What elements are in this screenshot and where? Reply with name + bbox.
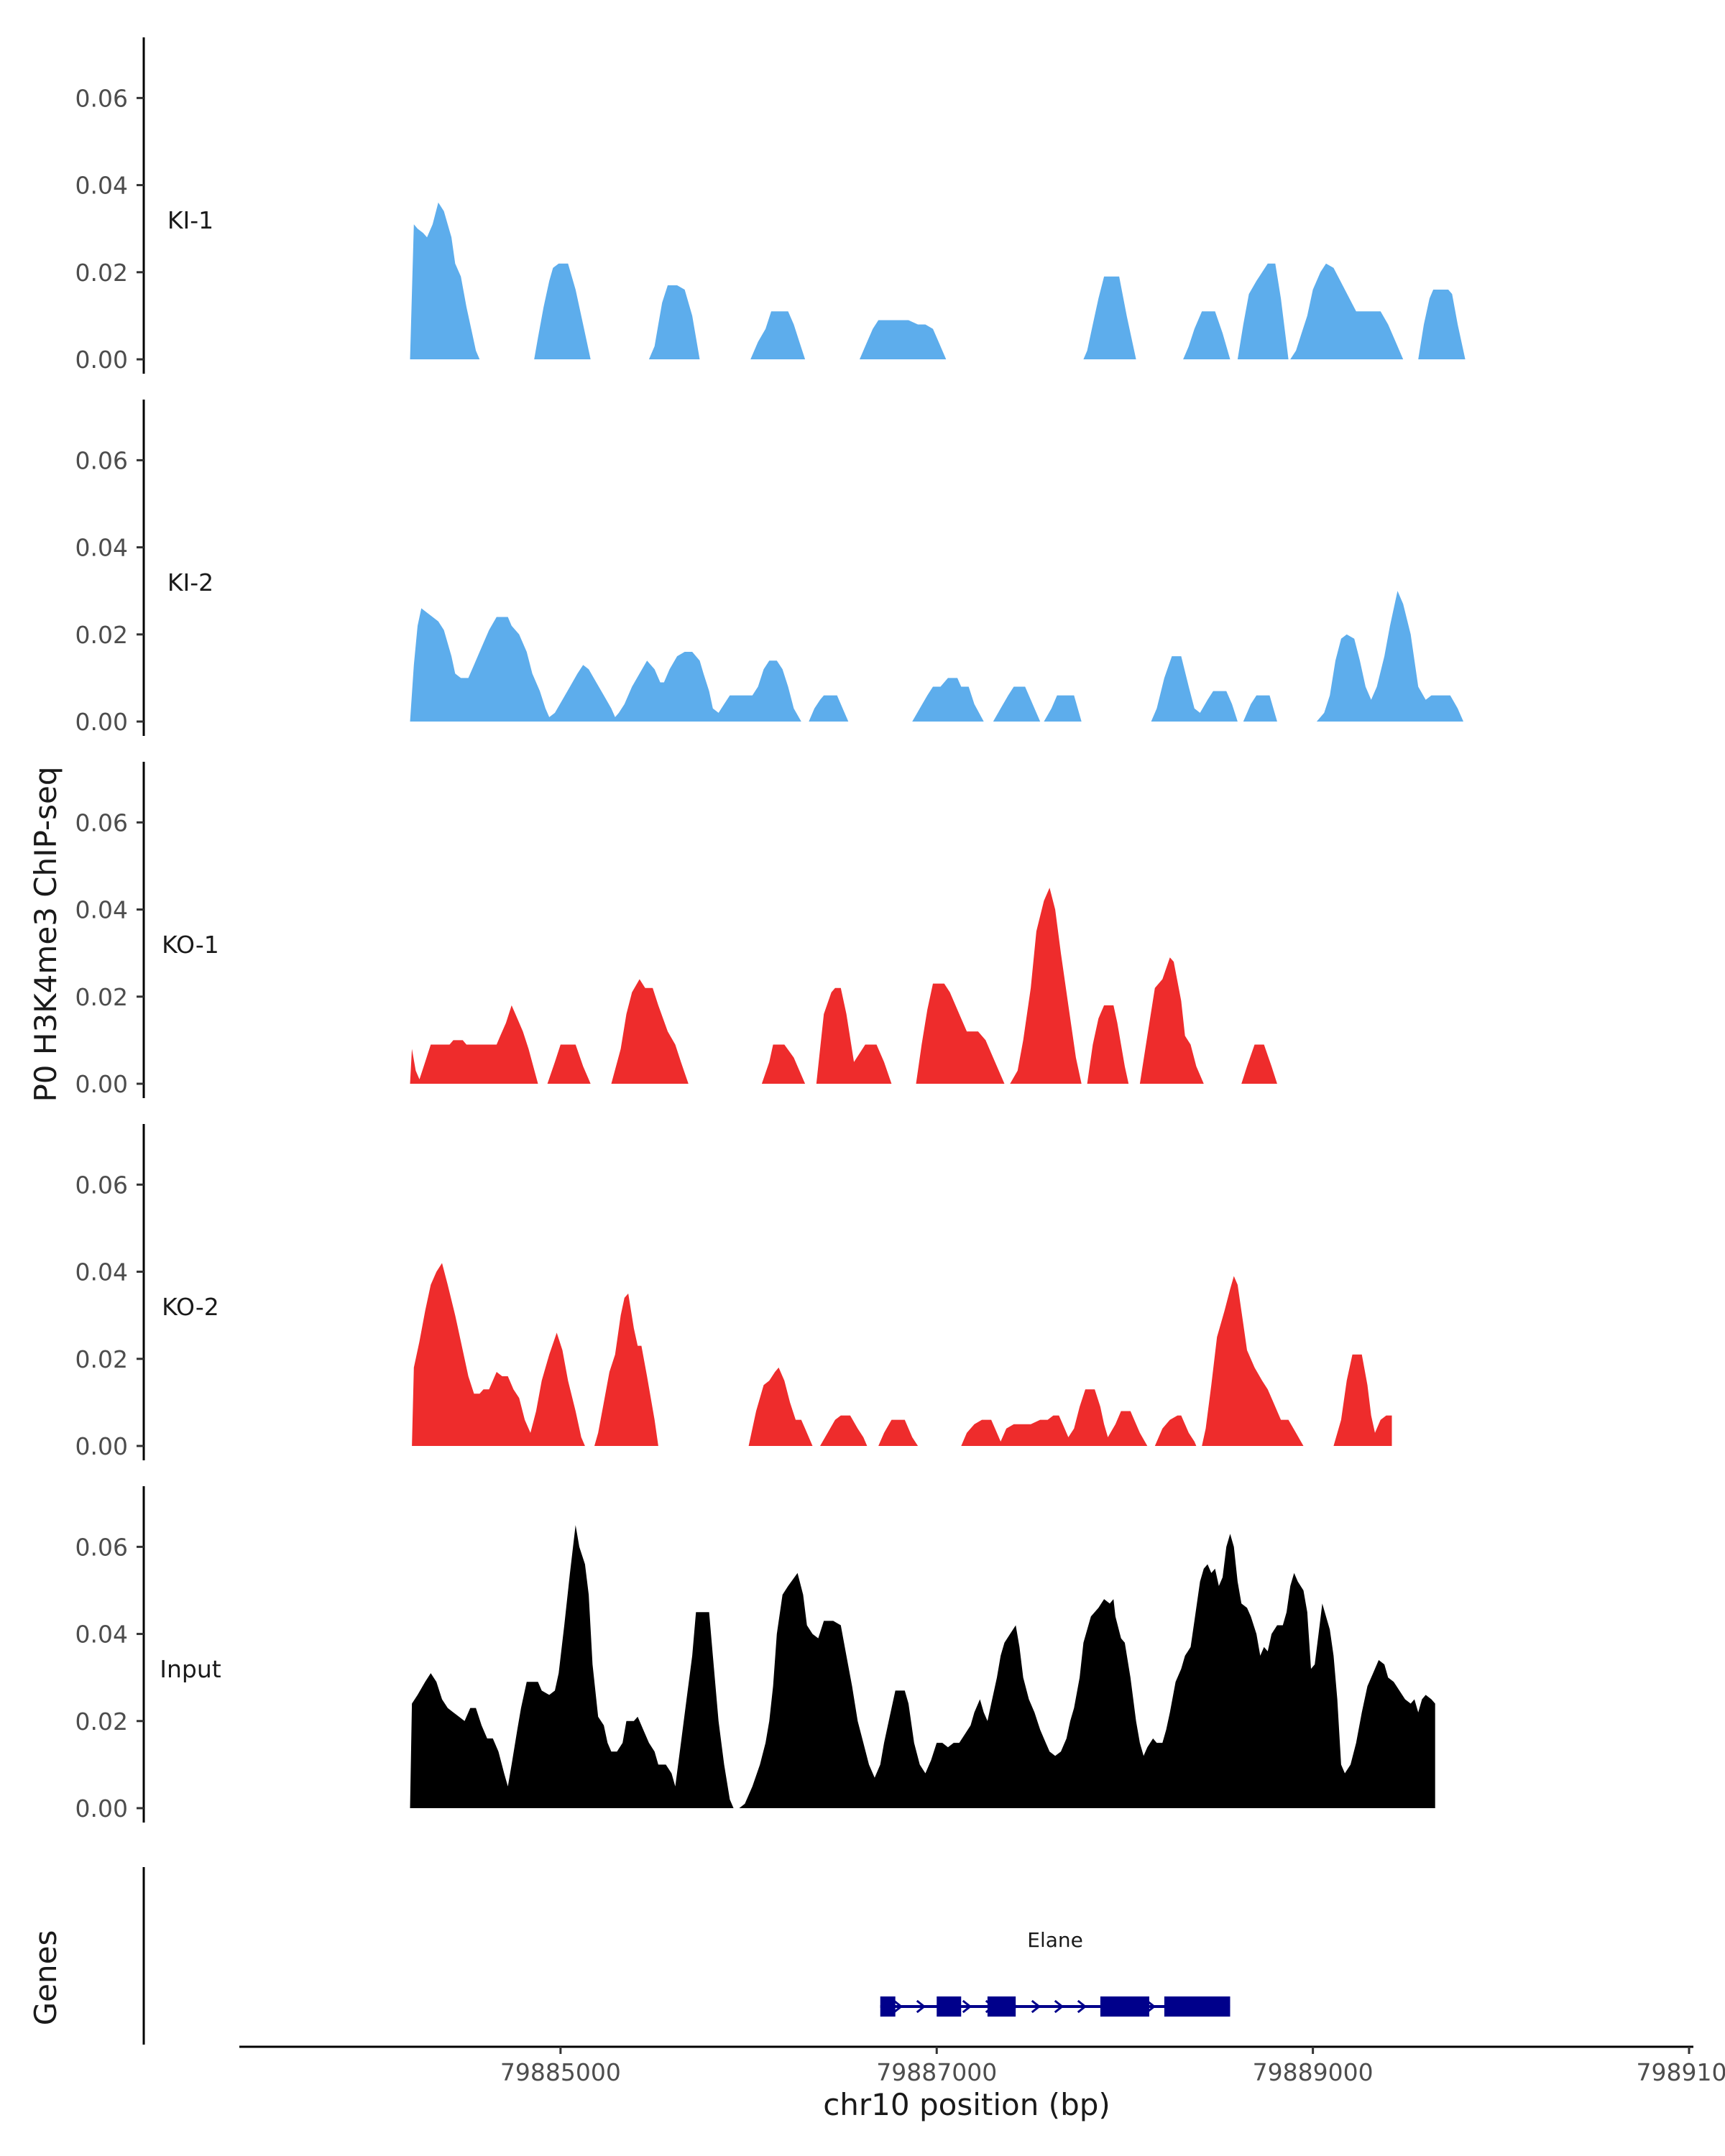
signal-area [1183, 311, 1230, 359]
signal-area [648, 285, 700, 359]
signal-area [1083, 276, 1136, 359]
strand-arrow [962, 1999, 972, 2014]
y-tick-label: 0.04 [75, 172, 128, 200]
y-tick-label: 0.06 [75, 84, 128, 112]
signal-area [1151, 656, 1238, 722]
y-tick-label: 0.02 [75, 983, 128, 1011]
signal-area [410, 608, 801, 722]
signal-area [1316, 591, 1463, 722]
signal-area [410, 202, 480, 359]
track-panel-input: 0.00 0.02 0.04 0.06 Input [75, 1486, 1435, 1823]
track-panel-ko-1: 0.00 0.02 0.04 0.06 KO-1 [75, 762, 1277, 1098]
y-tick-label: 0.06 [75, 446, 128, 474]
genes-axis-title: Genes [28, 1930, 63, 2026]
signal-area [750, 311, 806, 359]
gene-exon [880, 1996, 896, 2017]
signal-area [1154, 1415, 1197, 1446]
signal-area [1139, 957, 1204, 1084]
signal-area [820, 1415, 868, 1446]
x-axis: 79885000 79887000 79889000 7989100 [239, 2045, 1725, 2086]
signal-area [410, 1005, 538, 1084]
signal-area [594, 1293, 658, 1446]
track-label: Input [160, 1655, 221, 1683]
y-tick-label: 0.00 [75, 1795, 128, 1823]
y-tick-label: 0.06 [75, 1533, 128, 1561]
track-label: KO-2 [162, 1293, 219, 1321]
track-panel-ki-1: 0.00 0.02 0.04 0.06 KI-1 [75, 37, 1466, 374]
y-tick-label: 0.04 [75, 896, 128, 924]
signal-area [611, 979, 689, 1084]
signal-area [1290, 263, 1404, 359]
y-tick-label: 0.00 [75, 1432, 128, 1460]
signal-area [547, 1044, 591, 1084]
signal-area [412, 1263, 585, 1446]
signal-area [816, 987, 892, 1084]
track-panel-ko-2: 0.00 0.02 0.04 0.06 KO-2 [75, 1124, 1392, 1460]
signal-area [912, 678, 984, 722]
signal-area [410, 1525, 734, 1808]
signal-area [1010, 888, 1082, 1084]
strand-arrow [1031, 1999, 1041, 2014]
signal-area [860, 320, 947, 359]
signal-area [534, 263, 591, 359]
track-panels: 0.00 0.02 0.04 0.06 KI-1 0.00 0.02 0.04 0.06 KI-2… [75, 37, 1466, 1823]
signal-area [993, 686, 1041, 722]
x-tick-label: 79889000 [1253, 2058, 1374, 2086]
signal-area [916, 983, 1005, 1084]
track-label: KO-1 [162, 931, 219, 959]
y-tick-label: 0.02 [75, 1345, 128, 1373]
strand-arrow [1077, 1999, 1087, 2014]
y-tick-label: 0.00 [75, 1070, 128, 1098]
gene-exon [987, 1996, 1016, 2017]
signal-area [878, 1419, 919, 1446]
track-label: KI-2 [167, 568, 213, 596]
y-tick-label: 0.04 [75, 534, 128, 562]
track-panel-ki-2: 0.00 0.02 0.04 0.06 KI-2 [75, 400, 1463, 736]
gene-exon [1164, 1996, 1230, 2017]
signal-area [1044, 695, 1082, 722]
signal-area [1202, 1276, 1304, 1446]
signal-area [1241, 1044, 1277, 1084]
signal-area [961, 1389, 1148, 1446]
strand-arrow [893, 1999, 903, 2014]
strand-arrow [1054, 1999, 1064, 2014]
genes-panel: Elane [142, 1867, 1230, 2045]
y-tick-label: 0.00 [75, 346, 128, 374]
gene-exon [1100, 1996, 1149, 2017]
signal-area [809, 695, 849, 722]
signal-area [748, 1367, 813, 1446]
y-tick-label: 0.00 [75, 708, 128, 736]
x-axis-title: chr10 position (bp) [823, 2087, 1110, 2122]
track-label: KI-1 [167, 206, 213, 234]
y-tick-label: 0.06 [75, 808, 128, 837]
x-tick-label: 79885000 [500, 2058, 621, 2086]
y-tick-label: 0.06 [75, 1171, 128, 1199]
gene-exon [937, 1996, 962, 2017]
gene-label: Elane [1027, 1928, 1083, 1952]
x-tick-label: 79887000 [876, 2058, 997, 2086]
signal-area [739, 1534, 1435, 1808]
signal-area [1087, 1005, 1129, 1084]
y-tick-label: 0.04 [75, 1621, 128, 1649]
strand-arrow [916, 1999, 926, 2014]
x-tick-label: 7989100 [1637, 2058, 1725, 2086]
y-tick-label: 0.02 [75, 1708, 128, 1736]
signal-area [1237, 263, 1289, 359]
strand-arrow [1146, 1999, 1156, 2014]
signal-area [1418, 290, 1466, 359]
gene-elane: Elane [880, 1928, 1230, 2017]
y-tick-label: 0.02 [75, 621, 128, 649]
y-tick-label: 0.02 [75, 259, 128, 287]
signal-area [1333, 1354, 1392, 1446]
y-axis-title: P0 H3K4me3 ChIP-seq [28, 766, 63, 1102]
signal-area [1243, 695, 1277, 722]
y-tick-label: 0.04 [75, 1258, 128, 1286]
signal-area [761, 1044, 806, 1084]
